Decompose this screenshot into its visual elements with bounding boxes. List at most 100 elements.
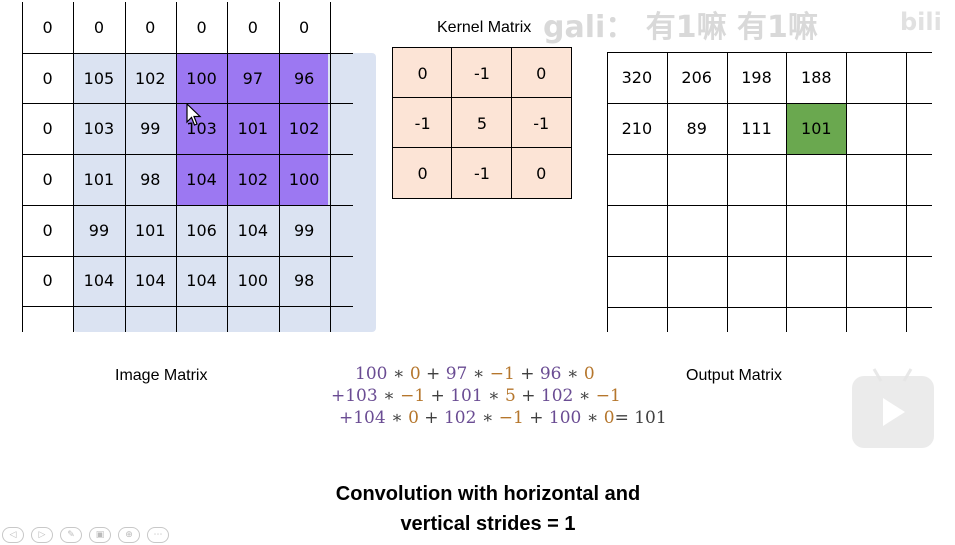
image-cell: 102	[134, 68, 166, 88]
image-cell: 0	[42, 68, 53, 88]
kernel-matrix-label: Kernel Matrix	[437, 19, 532, 36]
next-icon[interactable]: ▷	[31, 527, 53, 543]
output-cell: 111	[741, 119, 772, 138]
output-cell	[786, 256, 846, 307]
output-grid-line-vertical	[846, 52, 848, 332]
output-grid-line-horizontal	[607, 103, 932, 104]
caption-line-2: vertical strides = 1	[400, 513, 576, 535]
output-cell	[846, 52, 906, 103]
grid-line-vertical	[227, 2, 229, 332]
prev-icon[interactable]: ◁	[2, 527, 24, 543]
grid-line-vertical	[124, 2, 126, 332]
grid-line-horizontal	[22, 52, 353, 54]
image-cell: 102	[288, 119, 320, 139]
output-cell	[667, 256, 727, 307]
image-cell: 99	[140, 119, 161, 139]
tv-ear-left	[872, 368, 883, 382]
image-cell: 100	[237, 271, 269, 291]
output-cell: 320	[621, 68, 653, 87]
equation-term: = 101	[614, 408, 667, 428]
kernel-grid-line	[393, 97, 571, 98]
grid-line-horizontal	[22, 154, 353, 156]
receptive-field-highlight	[177, 53, 328, 206]
image-cell: 97	[242, 68, 264, 88]
image-matrix: 0 0 0 0 0 0 0 105 102 100 97 96 0 103 99 103 101 102 0 101 9…	[22, 2, 376, 332]
grid-line-vertical	[175, 2, 177, 332]
image-cell: 106	[186, 220, 217, 240]
image-cell: 98	[293, 271, 315, 291]
equation-term: 102	[443, 408, 477, 428]
equation-term: 100	[548, 408, 582, 428]
output-cell	[607, 256, 667, 307]
equation-term: −1	[498, 408, 524, 428]
equation-line-1: 100 ∗ 0 + 97 ∗ −1 + 96 ∗ 0	[355, 364, 595, 384]
output-cell	[727, 205, 787, 256]
equation-term: +	[425, 386, 451, 406]
equation-term: −1	[489, 364, 515, 384]
equation-term: +	[420, 364, 446, 384]
image-cell: 99	[88, 220, 110, 240]
equation-term: ∗	[573, 386, 596, 406]
output-cell	[846, 154, 906, 205]
watermark-text: gali： 有1嘛 有1嘛	[543, 10, 818, 45]
equation-term: ∗	[385, 408, 409, 428]
caption-line-1: Convolution with horizontal and	[335, 483, 641, 505]
grid-line-horizontal	[22, 204, 353, 206]
output-cell	[727, 256, 787, 307]
output-cell	[607, 205, 667, 256]
slides-icon[interactable]: ▣	[89, 527, 111, 543]
image-cell: 0	[196, 17, 207, 37]
play-icon	[883, 398, 905, 426]
output-grid-line-vertical	[726, 52, 728, 332]
equation-line-2: +103 ∗ −1 + 101 ∗ 5 + 102 ∗ −1	[331, 386, 621, 406]
kernel-cell: 0	[536, 163, 547, 183]
grid-line-horizontal	[22, 255, 353, 257]
kernel-cell: 5	[476, 113, 488, 133]
equation-term: ∗	[467, 364, 490, 384]
image-cell: 101	[134, 220, 166, 240]
equation-term: 0	[603, 408, 615, 428]
tv-ear-right	[902, 368, 913, 382]
kernel-cell: 0	[417, 63, 428, 83]
play-button[interactable]	[852, 368, 934, 448]
output-grid-line-horizontal	[607, 52, 932, 53]
output-cell: 89	[686, 119, 707, 138]
output-cell	[846, 103, 906, 154]
image-cell: 99	[293, 220, 315, 240]
output-grid-line-horizontal	[607, 307, 932, 308]
output-cell	[667, 154, 727, 205]
grid-line-vertical	[278, 2, 280, 332]
image-cell: 0	[93, 17, 105, 37]
output-cell	[607, 154, 667, 205]
image-cell: 0	[299, 17, 310, 37]
output-grid-line-vertical	[786, 52, 788, 332]
image-cell: 0	[247, 17, 258, 37]
image-cell: 0	[42, 17, 53, 37]
equation-term: −1	[400, 386, 426, 406]
more-icon[interactable]: ⋯	[147, 527, 169, 543]
image-cell: 0	[42, 271, 53, 291]
output-grid-line-horizontal	[607, 205, 932, 206]
kernel-grid-line	[451, 48, 453, 198]
equation-term: 0	[408, 408, 419, 428]
image-cell: 0	[42, 220, 53, 240]
image-cell: 103	[83, 119, 115, 139]
zoom-icon[interactable]: ⊕	[118, 527, 140, 543]
output-cell	[846, 205, 906, 256]
output-grid-line-vertical	[666, 52, 668, 332]
pen-icon[interactable]: ✎	[60, 527, 82, 543]
grid-line-vertical	[73, 2, 75, 332]
equation-term: −1	[595, 386, 621, 406]
equation-term: +	[514, 364, 540, 384]
output-cell: 188	[801, 68, 832, 87]
output-grid-line-horizontal	[607, 256, 932, 257]
image-cell: 0	[42, 169, 53, 189]
kernel-cell: -1	[473, 63, 490, 83]
image-cell: 100	[288, 169, 320, 189]
kernel-cell: 0	[417, 163, 428, 183]
output-cell	[786, 205, 846, 256]
grid-line-vertical	[329, 2, 331, 332]
image-cell: 101	[237, 119, 269, 139]
output-grid-line-vertical	[906, 52, 907, 332]
equation-term: ∗	[377, 386, 401, 406]
